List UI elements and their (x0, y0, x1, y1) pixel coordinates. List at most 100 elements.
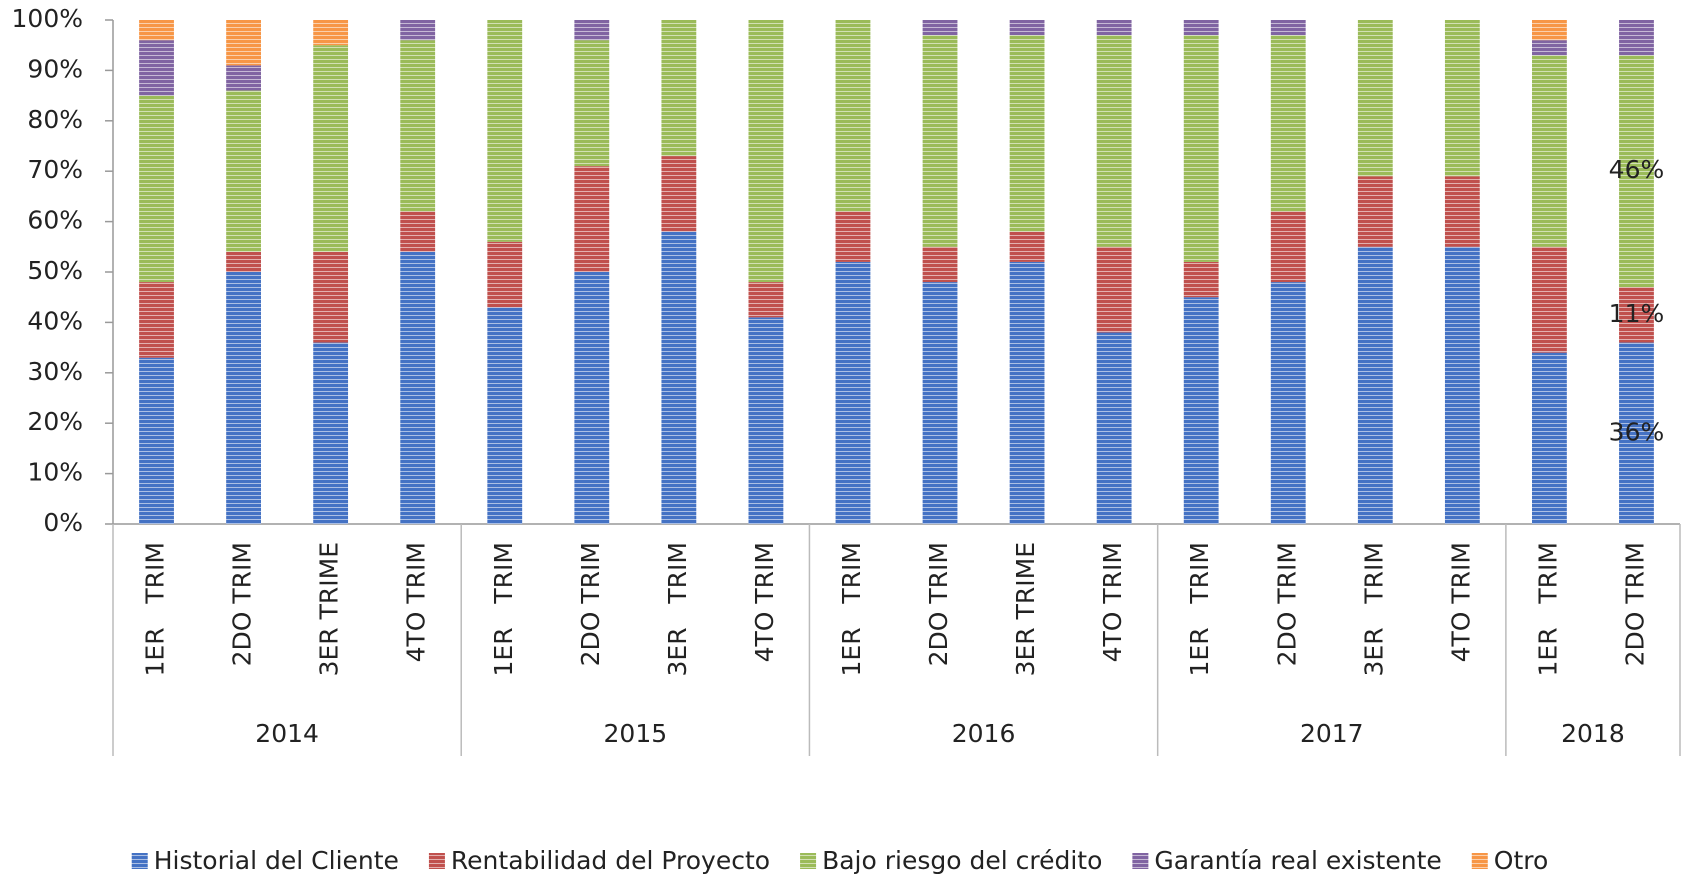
bar-segment (1009, 35, 1045, 232)
bar-segment (1619, 287, 1654, 343)
y-tick-label: 0% (43, 508, 83, 537)
bar-segment (1096, 20, 1132, 36)
bar-segment (1619, 342, 1654, 524)
x-tick-label: 2DO TRIM (1272, 542, 1301, 666)
y-tick-label: 10% (27, 458, 83, 487)
bar-segment (1270, 20, 1306, 36)
legend-swatch (800, 853, 817, 869)
y-tick-label: 40% (27, 306, 83, 335)
bar-segment (487, 241, 523, 308)
bar-segment (574, 20, 610, 41)
x-tick-label: 2DO TRIM (1620, 542, 1649, 666)
legend-swatch (428, 853, 445, 869)
bar-segment (487, 20, 523, 242)
bar-segment (313, 251, 349, 343)
bar-segment (1096, 246, 1132, 333)
bar-segment (1619, 55, 1654, 288)
bar-segment (1532, 352, 1567, 524)
group-label: 2018 (1561, 719, 1625, 748)
bar-segment (226, 65, 261, 91)
bar-segment (574, 166, 610, 272)
bar-segment (661, 20, 697, 157)
bar-segment (400, 20, 436, 41)
bar-segment (574, 272, 610, 524)
bar-segment (1357, 20, 1393, 177)
data-label: 11% (1609, 299, 1665, 328)
bar-segment (400, 211, 436, 252)
y-tick-label: 20% (27, 407, 83, 436)
bar-segment (835, 261, 871, 524)
x-tick-label: 1ER TRIM (489, 542, 518, 677)
bar-segment (226, 251, 261, 272)
bar-segment (1270, 211, 1306, 283)
group-label: 2017 (1300, 719, 1364, 748)
x-tick-label: 3ER TRIM (1359, 542, 1388, 677)
bar-segment (661, 231, 697, 524)
bar-segment (1357, 176, 1393, 247)
x-tick-label: 2DO TRIM (924, 542, 953, 666)
bar-segment (400, 251, 436, 524)
bar-segment (574, 40, 610, 167)
legend-swatch (1471, 853, 1488, 869)
bar-segment (139, 20, 174, 41)
bar-segment (313, 342, 349, 524)
x-tick-label: 4TO TRIM (750, 542, 779, 662)
bar-segment (139, 357, 174, 524)
legend-label: Otro (1494, 846, 1549, 875)
bar-segment (1009, 20, 1045, 36)
x-tick-label: 1ER TRIM (1533, 542, 1562, 677)
bar-segment (748, 282, 784, 318)
bar-segment (139, 282, 174, 358)
bar-segment (922, 246, 958, 283)
bar-segment (1444, 20, 1480, 177)
bar-segment (835, 211, 871, 262)
bar-segment (226, 20, 261, 66)
bar-segment (226, 272, 261, 524)
group-label: 2015 (604, 719, 668, 748)
group-label: 2014 (255, 719, 319, 748)
bar-segment (139, 95, 174, 283)
bar-segment (1444, 246, 1480, 525)
x-tick-label: 1ER TRIM (141, 542, 170, 677)
bar-segment (922, 282, 958, 524)
bar-segment (1357, 246, 1393, 525)
bar-segment (1009, 231, 1045, 262)
bar-segment (487, 307, 523, 524)
y-tick-label: 70% (27, 155, 83, 184)
bar-segment (1619, 20, 1654, 56)
bar-segment (1183, 297, 1219, 524)
x-tick-label: 3ER TRIME (1011, 542, 1040, 676)
x-tick-label: 1ER TRIM (1185, 542, 1214, 677)
legend-label: Historial del Cliente (154, 846, 399, 875)
bar-segment (1183, 261, 1219, 298)
bar-segment (139, 40, 174, 96)
bar-segment (1096, 332, 1132, 524)
bar-segment (226, 90, 261, 252)
bar-segment (1183, 35, 1219, 262)
x-tick-label: 4TO TRIM (1098, 542, 1127, 662)
bar-segment (1444, 176, 1480, 247)
bar-segment (313, 45, 349, 252)
bar-segment (1183, 20, 1219, 36)
data-label: 36% (1609, 417, 1665, 446)
bar-segment (1270, 282, 1306, 524)
bar-segment (748, 20, 784, 283)
y-tick-label: 100% (12, 4, 83, 33)
legend-label: Bajo riesgo del crédito (822, 846, 1102, 875)
legend-swatch (131, 853, 148, 869)
x-tick-label: 2DO TRIM (576, 542, 605, 666)
bar-segment (1532, 40, 1567, 56)
y-tick-label: 80% (27, 105, 83, 134)
bar-segment (1532, 55, 1567, 247)
data-label: 46% (1609, 155, 1665, 184)
x-tick-label: 4TO TRIM (402, 542, 431, 662)
bar-segment (1270, 35, 1306, 212)
x-tick-label: 1ER TRIM (837, 542, 866, 677)
y-tick-label: 60% (27, 206, 83, 235)
bar-segment (1532, 246, 1567, 353)
legend-label: Rentabilidad del Proyecto (451, 846, 770, 875)
x-tick-label: 2DO TRIM (228, 542, 257, 666)
legend-label: Garantía real existente (1154, 846, 1441, 875)
x-tick-label: 3ER TRIM (663, 542, 692, 677)
